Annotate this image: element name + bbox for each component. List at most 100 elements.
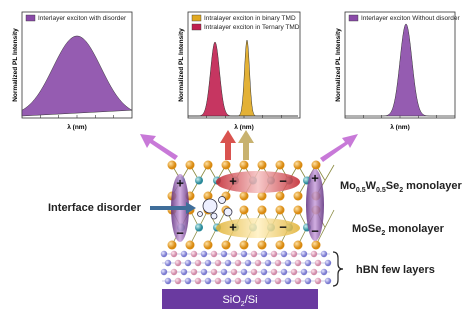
atom [312, 241, 321, 250]
atom [281, 251, 287, 257]
atom [261, 251, 267, 257]
atom [301, 251, 307, 257]
atom [271, 251, 277, 257]
peak [188, 40, 298, 116]
atom [258, 161, 267, 170]
atom [215, 260, 221, 266]
label-part: monolayer [403, 180, 462, 192]
atom [251, 251, 257, 257]
atom [255, 278, 261, 284]
atom [276, 241, 285, 250]
atom [294, 192, 303, 201]
atom [175, 260, 181, 266]
legend-swatch [192, 15, 201, 21]
atom [294, 161, 303, 170]
atom [325, 278, 331, 284]
atom [191, 251, 197, 257]
atom [185, 278, 191, 284]
atom [171, 251, 177, 257]
disorder-void [203, 199, 217, 213]
atom [205, 278, 211, 284]
atom [305, 278, 311, 284]
legend-swatch [192, 24, 201, 30]
atom [241, 269, 247, 275]
label-part: 0.5 [356, 187, 366, 194]
lattice: +−+−+−+− [161, 161, 334, 285]
atom [321, 251, 327, 257]
charge: + [176, 175, 184, 190]
atom [231, 269, 237, 275]
charge: − [279, 219, 287, 234]
label-part: SiO [222, 294, 241, 306]
atom [175, 278, 181, 284]
label-part: /Si [245, 294, 258, 306]
atom [195, 177, 203, 185]
atom [312, 161, 321, 170]
bond [325, 210, 334, 228]
atom [195, 278, 201, 284]
label-part: MoSe [352, 223, 381, 235]
atom [240, 161, 249, 170]
charge: − [279, 173, 287, 188]
atom [161, 269, 167, 275]
disorder-void [211, 213, 217, 219]
atom [245, 260, 251, 266]
atom [276, 192, 285, 201]
y-axis-label: Normalized PL Intensity [335, 28, 342, 102]
hbn-label: hBN few layers [356, 264, 435, 276]
atom [258, 241, 267, 250]
atom [185, 260, 191, 266]
atom [305, 260, 311, 266]
atom [171, 269, 177, 275]
atom [295, 278, 301, 284]
atom [235, 278, 241, 284]
atom [261, 269, 267, 275]
label-part: monolayer [385, 223, 444, 235]
atom [165, 278, 171, 284]
atom [325, 260, 331, 266]
label-part: 0.5 [376, 187, 386, 194]
atom [161, 251, 167, 257]
arrow-gold [238, 130, 254, 160]
atom [240, 206, 249, 215]
atom [235, 260, 241, 266]
figure: Interlayer exciton with disorderNormaliz… [0, 0, 469, 309]
atom [204, 161, 213, 170]
spectra-panels: Interlayer exciton with disorderNormaliz… [12, 12, 460, 131]
atom [165, 260, 171, 266]
peak [22, 36, 132, 116]
charge: + [229, 219, 237, 234]
atom [251, 269, 257, 275]
substrate-label: SiO2/Si [222, 294, 257, 308]
y-axis-label: Normalized PL Intensity [12, 28, 19, 102]
atom [221, 269, 227, 275]
legend-swatch [349, 15, 358, 21]
atom [240, 241, 249, 250]
atom [311, 269, 317, 275]
disorder-void [198, 212, 203, 217]
atom [181, 251, 187, 257]
atom [294, 241, 303, 250]
atom [205, 260, 211, 266]
atom [301, 269, 307, 275]
atom [204, 241, 213, 250]
atom [168, 161, 177, 170]
atom [181, 269, 187, 275]
atom [265, 278, 271, 284]
atom [211, 269, 217, 275]
label-part: W [366, 180, 377, 192]
atom [240, 192, 249, 201]
atom [265, 260, 271, 266]
y-axis-label: Normalized PL Intensity [178, 28, 185, 102]
x-axis-label: λ (nm) [390, 123, 410, 131]
x-axis-label: λ (nm) [234, 123, 254, 131]
atom [225, 278, 231, 284]
bond [325, 165, 334, 181]
atom [295, 260, 301, 266]
atom [285, 278, 291, 284]
charge: − [311, 223, 319, 238]
bottom-layer-label: MoSe2 monolayer [352, 223, 445, 237]
peak [345, 24, 455, 116]
legend-label: Interlayer exciton Without disorder [361, 15, 460, 22]
atom [225, 260, 231, 266]
